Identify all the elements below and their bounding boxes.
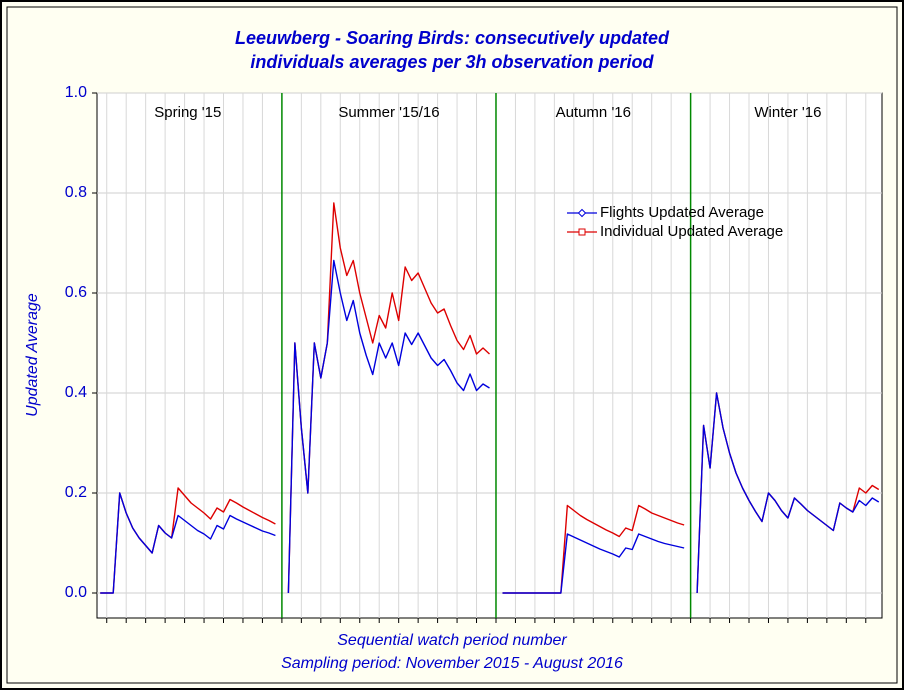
y-tick-label: 0.2 — [65, 484, 87, 501]
season-label: Spring '15 — [154, 104, 221, 121]
y-tick-label: 1.0 — [65, 84, 87, 101]
plot-area — [96, 92, 883, 619]
x-axis-label: Sampling period: November 2015 - August … — [281, 655, 623, 672]
season-label: Summer '15/16 — [338, 104, 439, 121]
y-tick-label: 0.6 — [65, 284, 87, 301]
season-label: Autumn '16 — [556, 104, 631, 121]
legend-label: Individual Updated Average — [600, 223, 783, 240]
y-axis-label: Updated Average — [24, 293, 41, 417]
season-label: Winter '16 — [754, 104, 821, 121]
x-axis-label: Sequential watch period number — [337, 632, 567, 649]
chart-title: individuals averages per 3h observation … — [250, 52, 654, 72]
legend-label: Flights Updated Average — [600, 204, 764, 221]
legend-marker — [577, 208, 587, 218]
y-tick-label: 0.0 — [65, 584, 87, 601]
y-tick-label: 0.4 — [65, 384, 87, 401]
legend-marker — [578, 228, 586, 236]
y-tick-label: 0.8 — [65, 184, 87, 201]
series-line — [100, 259, 880, 594]
series-line — [100, 202, 880, 594]
chart-title: Leeuwberg - Soaring Birds: consecutively… — [235, 28, 670, 48]
inner-frame — [6, 6, 898, 684]
